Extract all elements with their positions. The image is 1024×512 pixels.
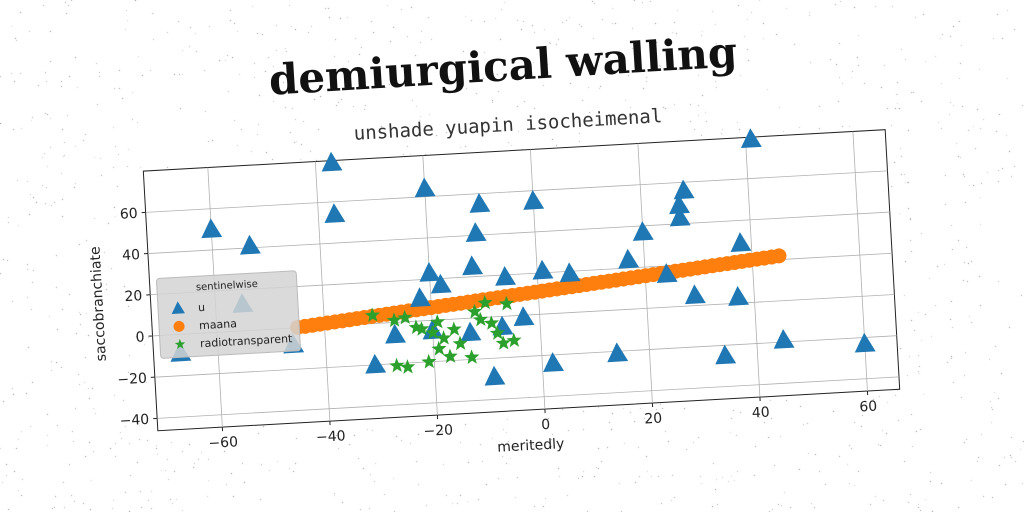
x-grid-line xyxy=(745,137,761,398)
radiotransparent-point xyxy=(472,311,489,327)
radiotransparent-point xyxy=(442,348,458,364)
radiotransparent-point xyxy=(425,324,441,340)
u-point xyxy=(730,232,752,252)
radiotransparent-point xyxy=(495,335,511,350)
x-tick-label: −60 xyxy=(208,434,238,452)
radiotransparent-point xyxy=(483,315,500,330)
legend-marker-radiotransparent xyxy=(174,338,186,349)
x-tick-label: −40 xyxy=(316,428,346,446)
legend-title: sentinelwise xyxy=(196,279,259,293)
u-point xyxy=(321,151,343,172)
u-point xyxy=(469,193,491,213)
u-point xyxy=(854,332,876,353)
legend-label-u: u xyxy=(198,301,206,314)
y-tick-label: −20 xyxy=(117,371,147,389)
u-point xyxy=(410,287,431,308)
u-point xyxy=(201,218,223,239)
u-point xyxy=(673,179,695,200)
radiotransparent-point xyxy=(364,307,380,323)
u-point xyxy=(669,206,691,227)
legend-box xyxy=(156,270,301,359)
radiotransparent-point xyxy=(414,321,430,336)
u-point xyxy=(523,190,545,210)
maana-point xyxy=(771,248,787,264)
u-point xyxy=(618,248,640,269)
radiotransparent-point xyxy=(397,309,413,325)
u-point xyxy=(324,203,346,224)
u-point xyxy=(728,286,750,306)
u-point xyxy=(465,222,487,242)
u-point xyxy=(559,262,581,283)
grid-lines xyxy=(145,131,900,428)
u-point xyxy=(414,177,436,198)
radiotransparent-point xyxy=(464,349,480,365)
u-point xyxy=(669,194,690,215)
radiotransparent-point xyxy=(498,295,515,311)
radiotransparent-point xyxy=(408,319,424,335)
u-point xyxy=(419,261,441,282)
radiotransparent-point xyxy=(431,340,447,356)
y-tick-label: −40 xyxy=(119,412,149,430)
radiotransparent-point xyxy=(467,303,483,319)
y-tick-label: 40 xyxy=(122,247,141,264)
y-tick-label: 0 xyxy=(135,329,145,345)
y-tick-label: 20 xyxy=(124,288,143,305)
u-point xyxy=(430,273,452,294)
u-point xyxy=(740,128,762,149)
y-axis-label: saccobranchiate xyxy=(87,246,109,362)
u-point xyxy=(484,365,506,386)
u-point xyxy=(632,221,654,241)
u-point xyxy=(460,321,482,342)
radiotransparent-point xyxy=(386,312,402,328)
legend-marker-u xyxy=(171,301,185,315)
u-point xyxy=(656,263,678,283)
y-tick-label: 60 xyxy=(119,206,138,223)
y-grid-line xyxy=(154,335,897,378)
radiotransparent-point xyxy=(446,321,462,337)
u-point xyxy=(715,344,737,365)
radiotransparent-point xyxy=(436,330,452,345)
u-point xyxy=(495,265,517,286)
radiotransparent-point xyxy=(452,335,468,351)
y-grid-line xyxy=(147,211,890,254)
radiotransparent-point xyxy=(429,314,446,329)
u-point xyxy=(462,255,484,276)
u-point xyxy=(513,306,535,327)
u-point xyxy=(532,259,554,280)
u-point xyxy=(607,342,629,363)
radiotransparent-point xyxy=(477,294,493,310)
radiotransparent-point xyxy=(489,325,505,340)
series-radiotransparent xyxy=(364,294,522,374)
u-point xyxy=(773,328,795,349)
x-tick-label: 20 xyxy=(644,411,663,428)
x-grid-line xyxy=(422,155,438,416)
plot-area xyxy=(142,129,901,432)
y-grid-line xyxy=(145,170,888,213)
x-tick-label: 40 xyxy=(751,405,770,422)
radiotransparent-point xyxy=(399,359,416,374)
u-point xyxy=(365,353,387,374)
legend-marker-maana xyxy=(173,320,185,332)
radiotransparent-point xyxy=(389,357,405,373)
series-u xyxy=(170,128,876,386)
x-tick-label: 60 xyxy=(859,399,878,416)
u-point xyxy=(385,323,407,344)
radiotransparent-point xyxy=(421,353,437,369)
u-point xyxy=(543,352,565,372)
series-maana xyxy=(290,248,787,335)
legend-label-maana: maana xyxy=(199,317,238,332)
x-tick-label: −20 xyxy=(423,422,453,440)
y-grid-line xyxy=(157,376,900,419)
legend-label-radiotransparent: radiotransparent xyxy=(200,332,294,350)
u-point xyxy=(684,284,706,305)
radiotransparent-point xyxy=(506,332,522,348)
axis-ticks: −60 −40 −20 0 20 40 60 −40 −20 0 20 40 60 xyxy=(117,206,878,452)
u-point xyxy=(239,234,261,255)
x-axis-label: meritedly xyxy=(497,436,565,456)
x-grid-line xyxy=(314,161,331,422)
x-tick-label: 0 xyxy=(541,417,551,433)
